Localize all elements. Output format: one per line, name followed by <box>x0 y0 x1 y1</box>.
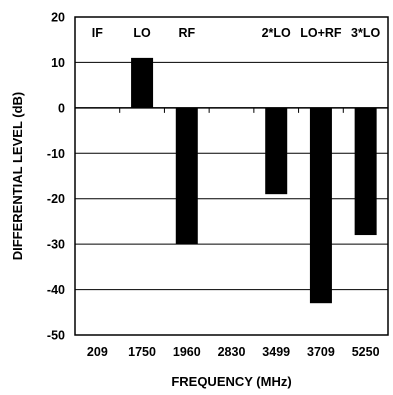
bars <box>131 57 377 304</box>
series-labels: IF LO RF 2*LO LO+RF 3*LO <box>92 26 381 40</box>
y-tick--40: -40 <box>47 283 65 297</box>
x-tick-3709: 3709 <box>307 345 335 359</box>
bar-1960 <box>175 107 198 245</box>
zero-axis <box>75 107 388 113</box>
series-label-2: RF <box>178 26 195 40</box>
series-label-5: LO+RF <box>300 26 342 40</box>
bar-5250 <box>354 107 377 236</box>
x-tick-5250: 5250 <box>352 345 380 359</box>
gridlines <box>75 61 388 291</box>
x-tick-labels: 209 1750 1960 2830 3499 3709 5250 <box>87 345 380 359</box>
x-tick-1960: 1960 <box>173 345 201 359</box>
plot-frame <box>74 16 389 336</box>
y-tick--10: -10 <box>47 147 65 161</box>
x-tick-3499: 3499 <box>262 345 290 359</box>
y-tick-20: 20 <box>51 11 65 25</box>
bar-1750 <box>131 57 154 108</box>
bar-3709 <box>309 107 332 304</box>
x-axis-label: FREQUENCY (MHz) <box>171 374 291 389</box>
y-tick--30: -30 <box>47 238 65 252</box>
series-label-0: IF <box>92 26 103 40</box>
series-label-4: 2*LO <box>262 26 291 40</box>
series-label-1: LO <box>133 26 151 40</box>
bar-3499 <box>265 107 288 195</box>
y-tick-0: 0 <box>58 101 65 115</box>
x-tick-2830: 2830 <box>218 345 246 359</box>
series-label-6: 3*LO <box>351 26 380 40</box>
y-tick-labels: 20 10 0 -10 -20 -30 -40 -50 <box>47 11 65 343</box>
y-tick--20: -20 <box>47 192 65 206</box>
y-tick--50: -50 <box>47 329 65 343</box>
y-axis-label: DIFFERENTIAL LEVEL (dB) <box>10 92 25 261</box>
x-tick-209: 209 <box>87 345 108 359</box>
x-tick-1750: 1750 <box>128 345 156 359</box>
y-tick-10: 10 <box>51 56 65 70</box>
